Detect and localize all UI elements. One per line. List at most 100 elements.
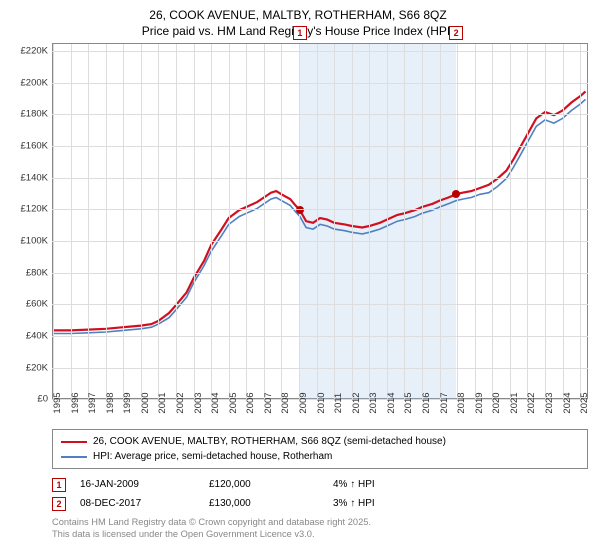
y-tick-label: £160K bbox=[12, 141, 48, 152]
x-tick-label: 2008 bbox=[280, 393, 291, 414]
x-tick-label: 1997 bbox=[87, 393, 98, 414]
y-tick-label: £200K bbox=[12, 77, 48, 88]
y-gridline bbox=[52, 368, 588, 369]
legend-swatch-price bbox=[61, 441, 87, 443]
data-point-price: £130,000 bbox=[209, 494, 319, 513]
x-tick-label: 2005 bbox=[228, 393, 239, 414]
plot-region: 12 bbox=[52, 43, 588, 399]
x-gridline bbox=[299, 44, 300, 400]
x-tick-label: 2024 bbox=[562, 393, 573, 414]
line-chart-svg bbox=[53, 44, 589, 400]
marker-label: 1 bbox=[52, 478, 66, 492]
y-tick-label: £100K bbox=[12, 235, 48, 246]
x-gridline bbox=[106, 44, 107, 400]
x-tick-label: 1999 bbox=[122, 393, 133, 414]
x-tick-label: 2014 bbox=[386, 393, 397, 414]
x-gridline bbox=[527, 44, 528, 400]
series-hpi bbox=[53, 100, 586, 334]
x-tick-label: 2002 bbox=[175, 393, 186, 414]
x-tick-label: 2004 bbox=[210, 393, 221, 414]
x-tick-label: 2021 bbox=[509, 393, 520, 414]
series-price_paid bbox=[53, 92, 586, 331]
x-tick-label: 2015 bbox=[403, 393, 414, 414]
y-gridline bbox=[52, 114, 588, 115]
y-tick-label: £20K bbox=[12, 362, 48, 373]
x-gridline bbox=[334, 44, 335, 400]
y-gridline bbox=[52, 146, 588, 147]
y-gridline bbox=[52, 209, 588, 210]
marker-label: 1 bbox=[293, 26, 307, 40]
y-tick-label: £120K bbox=[12, 204, 48, 215]
y-gridline bbox=[52, 51, 588, 52]
x-gridline bbox=[88, 44, 89, 400]
x-tick-label: 1998 bbox=[105, 393, 116, 414]
x-gridline bbox=[53, 44, 54, 400]
data-point-price: £120,000 bbox=[209, 475, 319, 494]
x-tick-label: 2016 bbox=[421, 393, 432, 414]
x-tick-label: 2019 bbox=[474, 393, 485, 414]
marker-dot bbox=[452, 190, 460, 198]
x-tick-label: 2006 bbox=[245, 393, 256, 414]
x-tick-label: 2011 bbox=[333, 393, 344, 413]
x-tick-label: 2003 bbox=[193, 393, 204, 414]
x-gridline bbox=[229, 44, 230, 400]
footer: Contains HM Land Registry data © Crown c… bbox=[52, 516, 588, 540]
y-tick-label: £0 bbox=[12, 394, 48, 405]
marker-label: 2 bbox=[52, 497, 66, 511]
x-gridline bbox=[158, 44, 159, 400]
y-tick-label: £180K bbox=[12, 109, 48, 120]
x-gridline bbox=[246, 44, 247, 400]
x-gridline bbox=[141, 44, 142, 400]
legend-swatch-hpi bbox=[61, 456, 87, 458]
x-tick-label: 1995 bbox=[52, 393, 63, 414]
data-point-row: 116-JAN-2009£120,0004% ↑ HPI bbox=[52, 475, 588, 494]
x-tick-label: 2020 bbox=[491, 393, 502, 414]
x-gridline bbox=[422, 44, 423, 400]
footer-line2: This data is licensed under the Open Gov… bbox=[52, 528, 588, 540]
y-tick-label: £80K bbox=[12, 267, 48, 278]
data-point-date: 08-DEC-2017 bbox=[80, 494, 195, 513]
x-tick-label: 2013 bbox=[368, 393, 379, 414]
legend: 26, COOK AVENUE, MALTBY, ROTHERHAM, S66 … bbox=[52, 429, 588, 469]
y-gridline bbox=[52, 336, 588, 337]
x-gridline bbox=[194, 44, 195, 400]
data-point-row: 2 08-DEC-2017 £130,000 3% ↑ HPI bbox=[52, 494, 588, 513]
legend-row: HPI: Average price, semi-detached house,… bbox=[61, 449, 579, 464]
x-gridline bbox=[176, 44, 177, 400]
chart-area: 12 £0£20K£40K£60K£80K£100K£120K£140K£160… bbox=[12, 43, 588, 423]
x-tick-label: 2018 bbox=[456, 393, 467, 414]
x-gridline bbox=[545, 44, 546, 400]
y-gridline bbox=[52, 83, 588, 84]
x-gridline bbox=[475, 44, 476, 400]
x-gridline bbox=[317, 44, 318, 400]
y-tick-label: £220K bbox=[12, 46, 48, 57]
legend-row: 26, COOK AVENUE, MALTBY, ROTHERHAM, S66 … bbox=[61, 434, 579, 449]
x-tick-label: 2023 bbox=[544, 393, 555, 414]
x-gridline bbox=[457, 44, 458, 400]
x-gridline bbox=[404, 44, 405, 400]
footer-line1: Contains HM Land Registry data © Crown c… bbox=[52, 516, 588, 528]
data-point-rows: 116-JAN-2009£120,0004% ↑ HPI208-DEC-2017… bbox=[52, 475, 588, 513]
x-gridline bbox=[352, 44, 353, 400]
x-gridline bbox=[281, 44, 282, 400]
title-line1: 26, COOK AVENUE, MALTBY, ROTHERHAM, S66 … bbox=[8, 8, 588, 24]
data-point-pct: 3% ↑ HPI bbox=[333, 494, 443, 513]
marker-dot bbox=[296, 206, 304, 214]
x-gridline bbox=[211, 44, 212, 400]
data-point-pct: 4% ↑ HPI bbox=[333, 475, 443, 494]
x-tick-label: 2022 bbox=[526, 393, 537, 414]
x-gridline bbox=[440, 44, 441, 400]
x-gridline bbox=[264, 44, 265, 400]
x-tick-label: 2025 bbox=[579, 393, 590, 414]
y-gridline bbox=[52, 273, 588, 274]
x-gridline bbox=[369, 44, 370, 400]
x-tick-label: 2000 bbox=[140, 393, 151, 414]
x-tick-label: 1996 bbox=[70, 393, 81, 414]
y-gridline bbox=[52, 178, 588, 179]
y-tick-label: £140K bbox=[12, 172, 48, 183]
x-gridline bbox=[510, 44, 511, 400]
x-tick-label: 2007 bbox=[263, 393, 274, 414]
x-gridline bbox=[123, 44, 124, 400]
legend-label: 26, COOK AVENUE, MALTBY, ROTHERHAM, S66 … bbox=[93, 434, 446, 449]
x-gridline bbox=[580, 44, 581, 400]
